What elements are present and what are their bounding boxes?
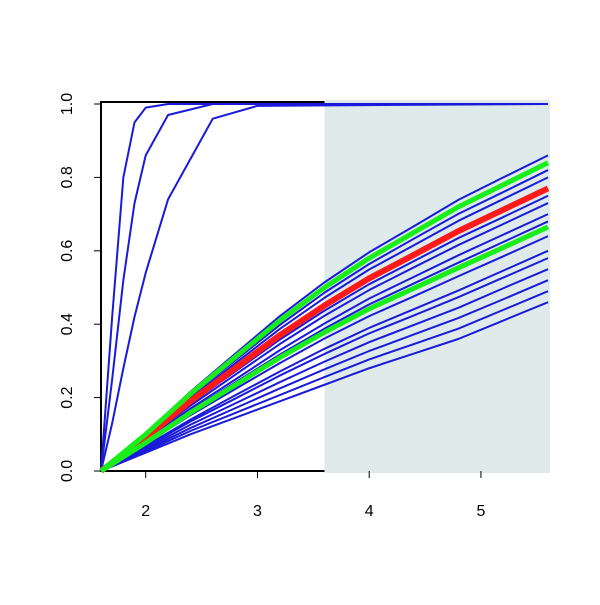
y-tick-label: 0.0 [59,460,76,482]
curve [100,268,549,472]
curve [99,160,550,473]
y-tick-label: 0.8 [59,166,76,188]
curve [100,249,549,472]
curve [100,279,549,472]
curve [100,103,549,472]
y-tick-label: 0.4 [59,313,76,335]
curve [100,301,549,472]
curve [100,103,548,472]
x-tick-label: 5 [476,503,485,520]
y-tick-label: 0.2 [59,386,76,408]
y-tick-label: 0.6 [59,240,76,262]
curve [100,290,549,472]
x-tick-label: 4 [365,503,374,520]
x-tick-label: 3 [253,503,262,520]
curve [99,224,550,474]
x-tick-label: 2 [141,503,150,520]
y-tick-label: 1.0 [59,93,76,115]
curve [99,185,550,474]
curve [100,213,549,472]
curve [100,257,549,472]
